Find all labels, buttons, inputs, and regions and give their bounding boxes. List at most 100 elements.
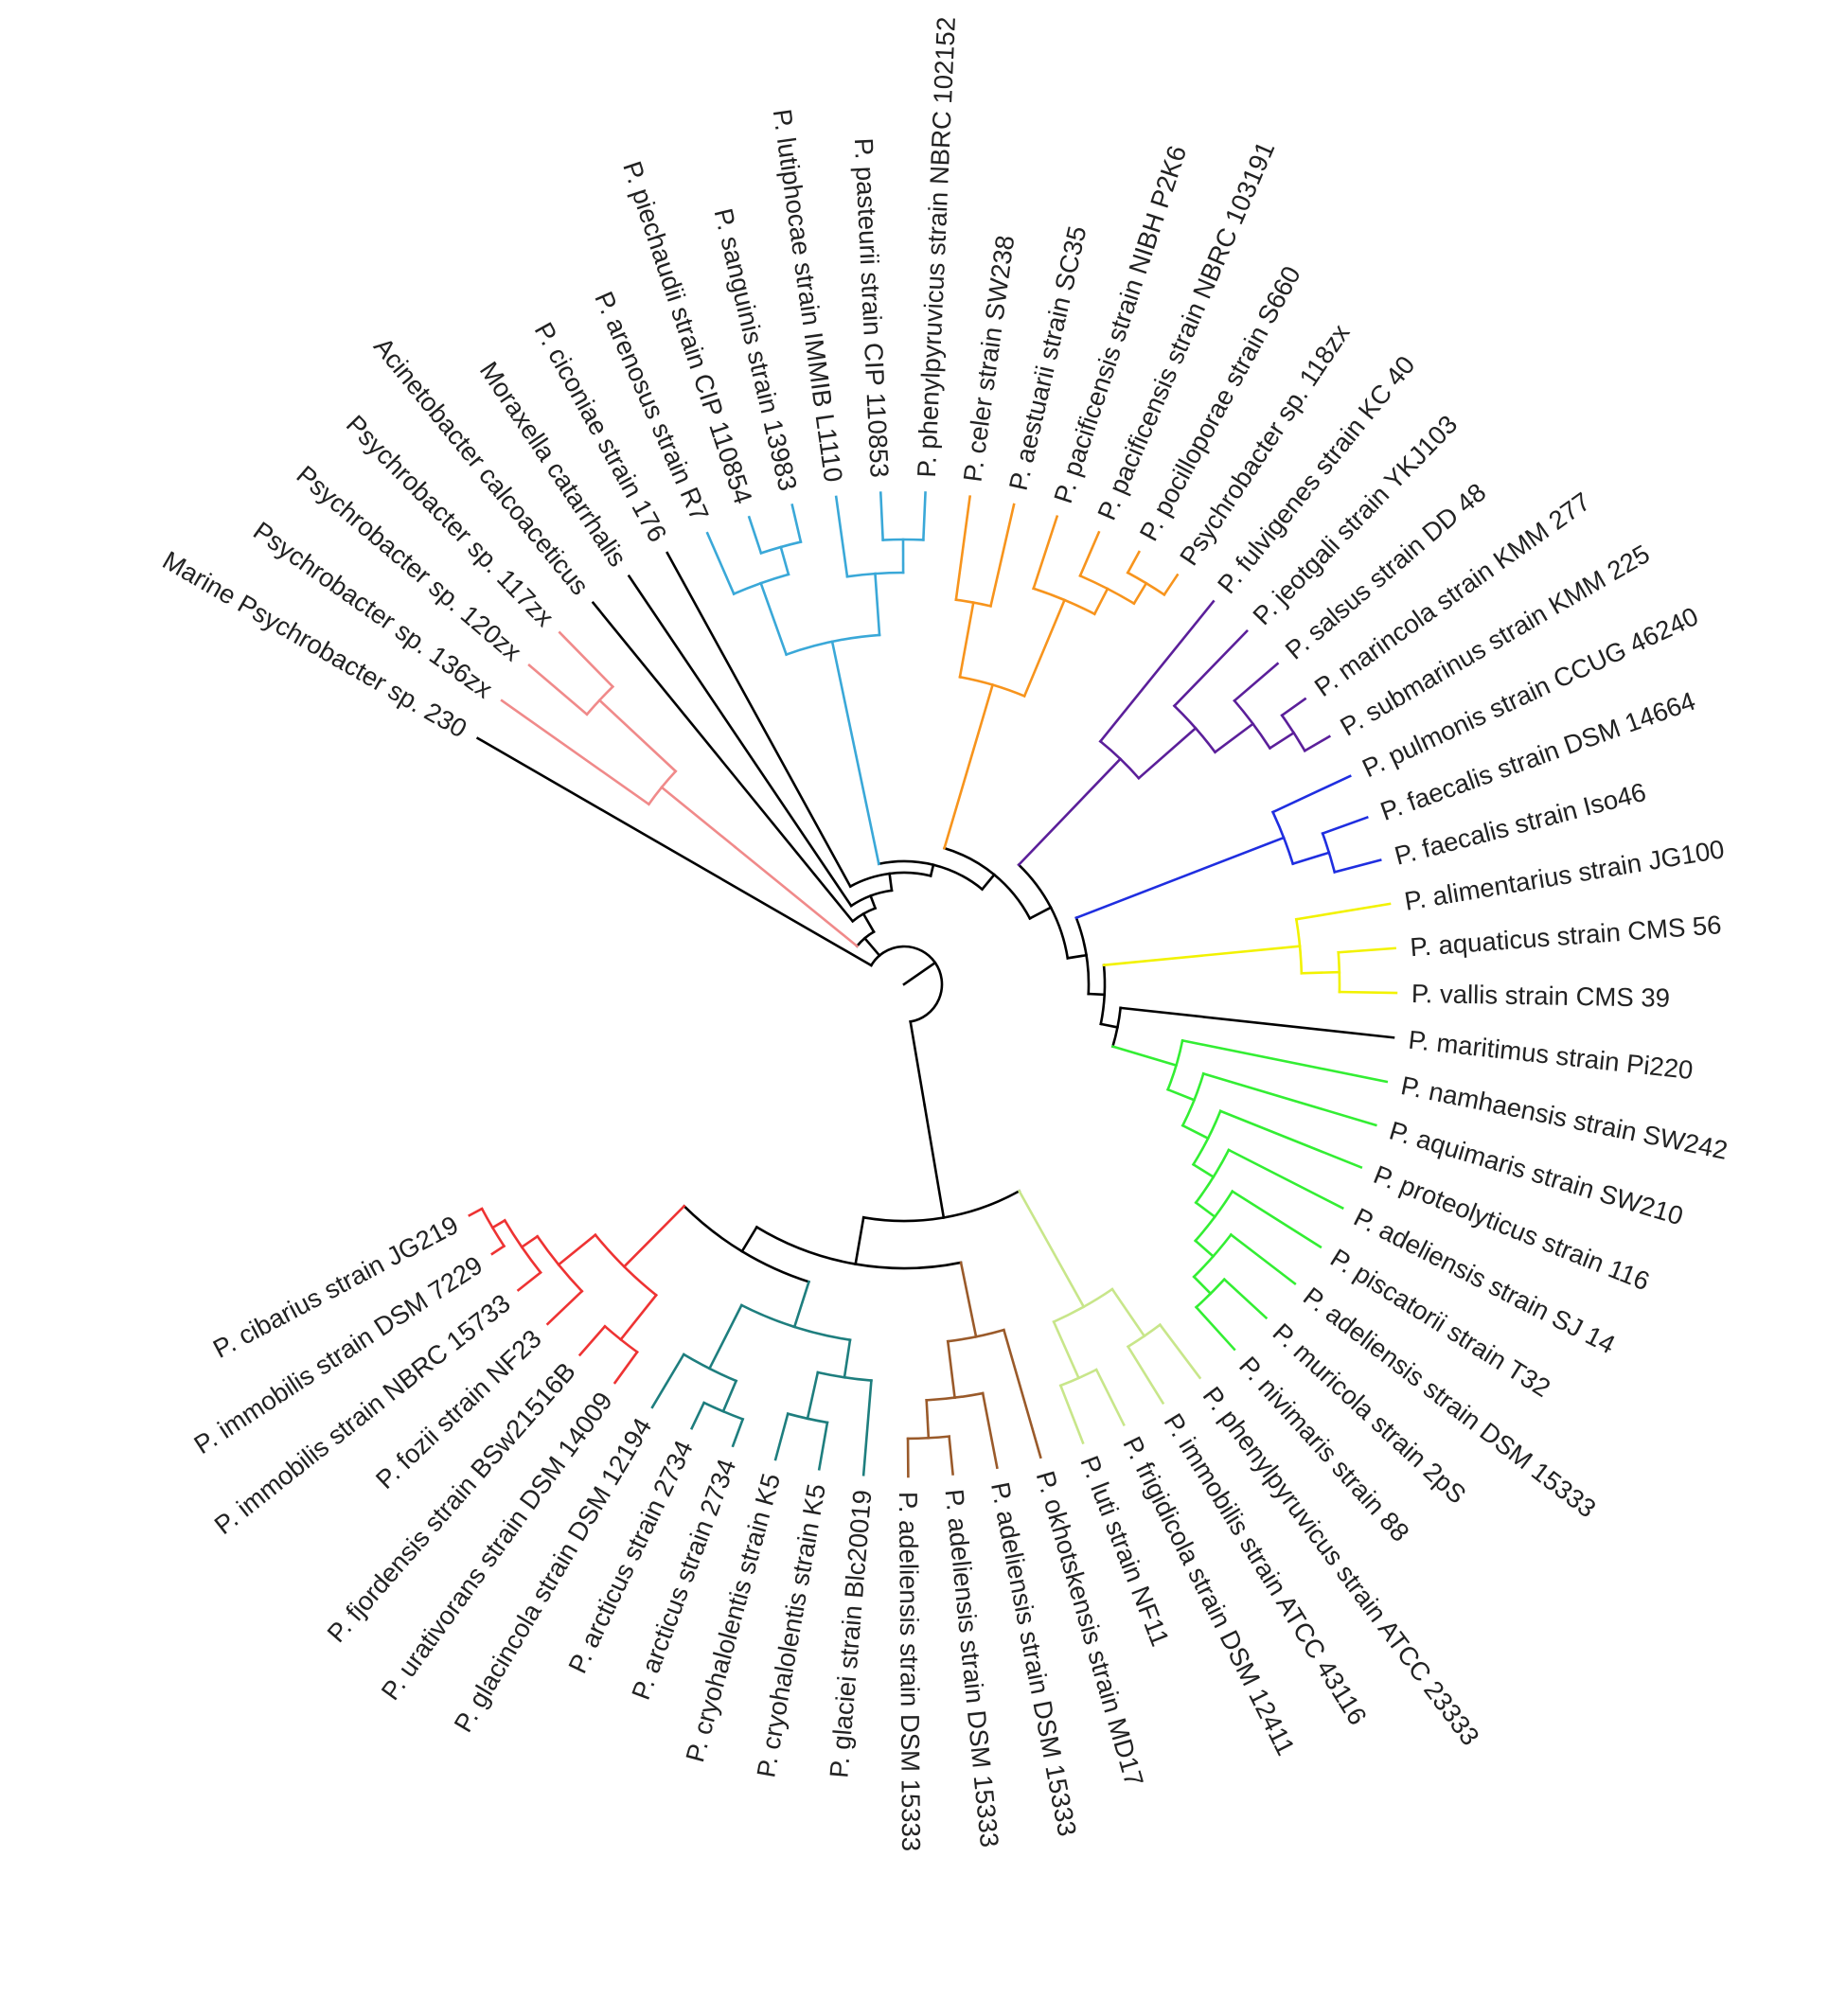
branch-radial-80 [1321, 815, 1369, 836]
branch-arc-55 [1126, 571, 1166, 597]
tip-label-12: P. phenylpyruvicus strain NBRC 102152 [912, 16, 961, 478]
branch-arc-76 [1270, 810, 1295, 866]
tip-label-45: P. adeliensis strain DSM 15333 [940, 1488, 1005, 1848]
branch-radial-63 [1137, 726, 1198, 781]
branch-radial-42 [942, 682, 995, 850]
branch-radial-87 [1300, 970, 1341, 975]
branch-radial-16 [868, 893, 878, 911]
branch-radial-151 [773, 1412, 790, 1461]
branch-radial-90 [1338, 990, 1398, 995]
branch-radial-164 [577, 1324, 607, 1357]
branch-arc-7 [647, 769, 678, 806]
branch-radial-170 [516, 1270, 542, 1292]
branch-arc-59 [1017, 862, 1070, 960]
branch-radial-46 [954, 495, 972, 602]
branch-arc-104 [1194, 1148, 1231, 1205]
branch-radial-93 [1119, 1006, 1395, 1039]
branch-radial-81 [1333, 858, 1382, 874]
branch-arc-101 [1191, 1109, 1222, 1167]
branch-radial-3 [862, 936, 881, 958]
branch-arc-83 [1099, 964, 1107, 1026]
branch-radial-26 [759, 581, 789, 657]
branch-radial-51 [1092, 587, 1109, 616]
branch-radial-73 [1066, 953, 1089, 960]
branch-radial-5 [733, 845, 860, 948]
branch-radial-114 [1222, 1277, 1269, 1320]
branch-radial-119 [1017, 1189, 1086, 1309]
branch-radial-31 [747, 515, 763, 556]
tree-branches [468, 491, 1398, 1478]
branch-radial-9 [597, 698, 678, 773]
branch-radial-150 [817, 1421, 829, 1471]
branch-radial-133 [1002, 1328, 1042, 1459]
branch-radial-32 [790, 504, 803, 544]
branch-radial-12 [558, 630, 615, 689]
branch-radial-22 [929, 863, 935, 877]
branch-radial-56 [1126, 550, 1142, 575]
branch-radial-131 [959, 1261, 978, 1338]
branch-arc-79 [1321, 831, 1337, 874]
branch-radial-125 [1052, 1319, 1081, 1380]
tip-label-30: P. maritimus strain Pi220 [1407, 1025, 1695, 1085]
branch-radial-13 [861, 911, 876, 934]
branch-radial-116 [909, 1019, 927, 1107]
branch-radial-129 [854, 1215, 865, 1266]
branch-radial-57 [1163, 573, 1180, 597]
branch-radial-156 [731, 1417, 745, 1448]
branch-radial-40 [980, 873, 997, 892]
branch-radial-15 [591, 601, 855, 924]
branch-radial-2 [475, 736, 874, 967]
tip-label-11: P. pasteurii strain CIP 110853 [849, 137, 895, 478]
branch-radial-147 [861, 1379, 873, 1477]
branch-radial-72 [1303, 734, 1332, 752]
branch-radial-39 [922, 491, 927, 541]
tip-labels: Marine Psychrobacter sp. 230Psychrobacte… [158, 16, 1731, 1851]
branch-radial-50 [1032, 515, 1059, 591]
branch-radial-134 [946, 1339, 957, 1400]
branch-radial-136 [981, 1391, 999, 1470]
branch-arc-118 [861, 1189, 1021, 1223]
branch-radial-24 [830, 640, 880, 866]
branch-radial-139 [948, 1435, 954, 1476]
branch-arc-43 [958, 675, 1026, 699]
branch-radial-123 [1158, 1322, 1202, 1380]
branch-radial-167 [545, 1289, 584, 1326]
branch-radial-171 [490, 1218, 507, 1229]
branch-arc-27 [732, 573, 790, 596]
branch-radial-78 [1291, 851, 1331, 866]
branch-arc-153 [682, 1353, 738, 1383]
branch-arc-41 [942, 846, 1032, 921]
branch-radial-157 [689, 1401, 706, 1430]
branch-radial-44 [958, 601, 975, 679]
branch-radial-33 [874, 572, 881, 637]
branch-radial-124 [1126, 1344, 1165, 1406]
branch-arc-172 [480, 1207, 506, 1248]
branch-arc-107 [1193, 1189, 1234, 1243]
branch-radial-165 [557, 1232, 597, 1267]
branch-arc-95 [1165, 1038, 1184, 1091]
branch-arc-160 [594, 1232, 658, 1298]
tip-label-47: P. glaciei strain Blc20019 [824, 1489, 877, 1779]
branch-radial-117 [923, 1104, 946, 1219]
branch-radial-0 [902, 961, 937, 986]
branch-radial-19 [888, 872, 894, 893]
branch-arc-144 [739, 1303, 852, 1342]
branch-radial-127 [1094, 1368, 1126, 1427]
branch-arc-166 [535, 1234, 584, 1294]
branch-radial-54 [1132, 581, 1148, 606]
branch-radial-96 [1180, 1038, 1389, 1084]
branch-radial-48 [1022, 598, 1067, 699]
branch-radial-60 [1017, 757, 1123, 867]
branch-radial-99 [1201, 1071, 1377, 1127]
branch-radial-91 [1099, 1022, 1119, 1029]
branch-radial-143 [792, 1280, 811, 1329]
branch-arc-67 [1233, 699, 1272, 751]
branch-radial-145 [843, 1338, 852, 1379]
branch-radial-111 [1229, 1232, 1297, 1286]
branch-radial-47 [988, 503, 1016, 608]
branch-radial-173 [490, 1244, 506, 1256]
tip-label-28: P. aquaticus strain CMS 56 [1409, 910, 1722, 962]
branch-radial-109 [1193, 1239, 1216, 1259]
branch-radial-163 [612, 1350, 639, 1385]
